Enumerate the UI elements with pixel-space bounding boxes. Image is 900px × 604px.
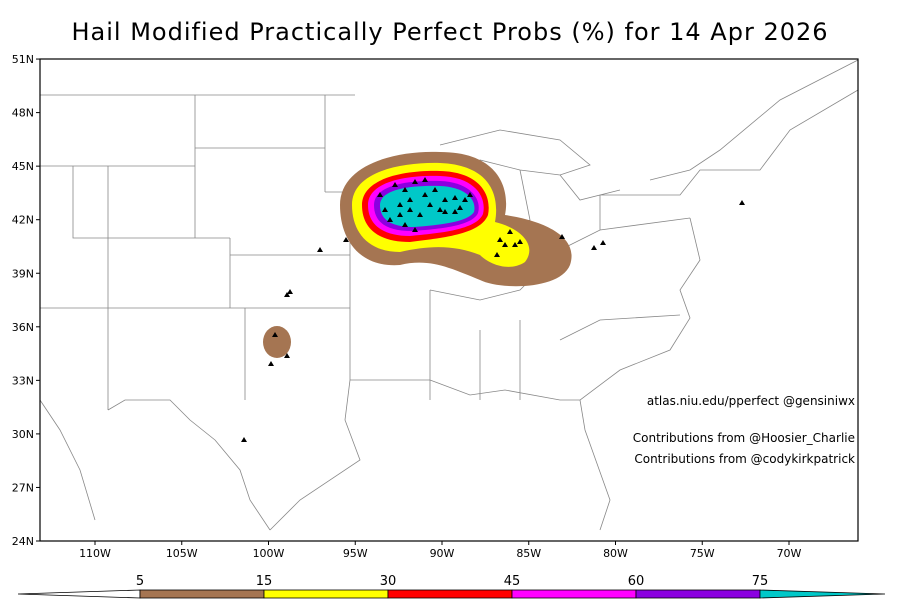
hail-report [512,242,518,247]
hail-report [343,237,349,242]
lon-tick-label: 95W [343,547,368,560]
hail-report [284,353,290,358]
lon-tick-label: 80W [603,547,628,560]
hail-report [268,361,274,366]
hail-report [241,437,247,442]
hail-report [502,242,508,247]
lat-tick-label: 33N [12,374,34,387]
colorbar-label: 45 [504,574,521,589]
colorbar-under [17,589,141,599]
colorbar: 5 15 30 45 60 75 [17,574,886,599]
hail-report [559,234,565,239]
hail-report [387,217,393,222]
hail-report [377,192,383,197]
lon-tick-label: 85W [516,547,541,560]
lon-tick-label: 75W [690,547,715,560]
hail-report [494,252,500,257]
colorbar-label: 5 [136,574,144,589]
hail-report [392,182,398,187]
hail-report [407,207,413,212]
attribution: atlas.niu.edu/pperfect @gensiniwx [647,394,855,408]
hail-report [442,209,448,214]
hail-report [422,192,428,197]
hail-report [402,222,408,227]
hail-report [382,207,388,212]
hail-report [422,177,428,182]
hail-report [402,187,408,192]
lon-tick-label: 100W [253,547,285,560]
colorbar-segment [139,589,265,599]
annotations: atlas.niu.edu/pperfect @gensiniwx Contrib… [633,394,855,466]
hail-report [287,289,293,294]
hail-report [407,197,413,202]
colorbar-over [759,589,886,599]
lat-tick-label: 48N [12,107,34,120]
hail-report [457,205,463,210]
lat-tick-label: 27N [12,481,34,494]
lon-tick-label: 70W [777,547,802,560]
hail-report [452,195,458,200]
lat-tick-label: 24N [12,535,34,548]
hail-report [467,192,473,197]
lat-tick-label: 39N [12,267,34,280]
probability-contours [263,151,572,358]
colorbar-label: 30 [380,574,397,589]
lat-tick-label: 51N [12,53,34,66]
hail-report [432,187,438,192]
contour [380,185,475,227]
title: Hail Modified Practically Perfect Probs … [71,18,828,46]
colorbar-segment [511,589,637,599]
colorbar-label: 60 [628,574,645,589]
basemap [39,59,859,531]
axis-ticks: 51N 48N 45N 42N 39N 36N 33N 30N 27N 24N 110W 105W 10… [12,53,802,560]
hail-report [412,227,418,232]
attribution: Contributions from @codykirkpatrick [634,452,855,466]
lat-tick-label: 42N [12,214,34,227]
hail-report [442,197,448,202]
contour [263,326,291,358]
hail-report [591,245,597,250]
hail-report [452,209,458,214]
hail-report [317,247,323,252]
hail-report [397,212,403,217]
map-frame [39,58,859,542]
hail-reports [241,177,745,442]
colorbar-label: 15 [256,574,273,589]
hail-report [739,200,745,205]
colorbar-segment [387,589,513,599]
hail-report [284,292,290,297]
hail-report [272,332,278,337]
hail-report [397,202,403,207]
lon-tick-label: 90W [430,547,455,560]
lat-tick-label: 30N [12,428,34,441]
hail-report [417,212,423,217]
attribution: Contributions from @Hoosier_Charlie [633,431,855,445]
lon-tick-label: 105W [166,547,198,560]
colorbar-label: 75 [752,574,769,589]
colorbar-segment [635,589,761,599]
lat-tick-label: 45N [12,160,34,173]
hail-report [507,229,513,234]
hail-report [412,179,418,184]
colorbar-segment [263,589,389,599]
lat-tick-label: 36N [12,321,34,334]
hail-report [462,197,468,202]
lon-tick-label: 110W [79,547,111,560]
hail-report [600,240,606,245]
hail-report [427,202,433,207]
hail-report [437,207,443,212]
hail-report [497,237,503,242]
hail-report [517,239,523,244]
